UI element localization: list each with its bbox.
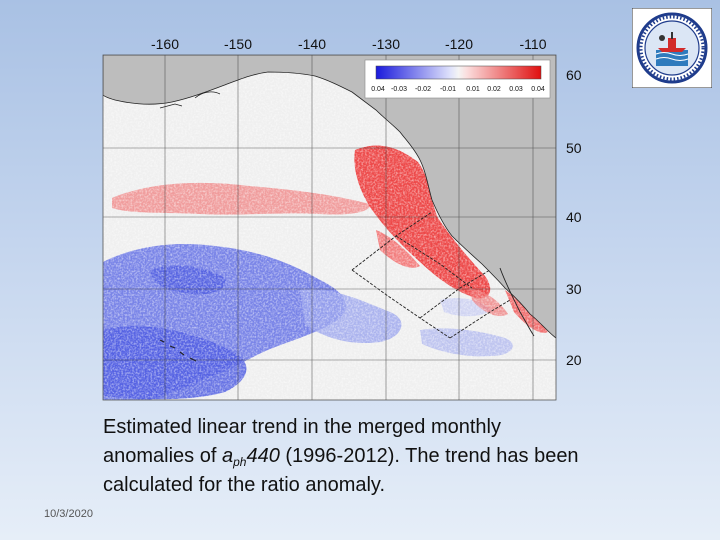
- caption-line: calculated for the ratio anomaly.: [103, 474, 386, 496]
- map-grid: [103, 55, 556, 400]
- lon-label: -120: [445, 36, 473, 52]
- hawaii-islands: [159, 339, 197, 362]
- latitude-ticks: 60 50 40 30 20: [566, 67, 582, 368]
- colorbar-label: -0.02: [415, 86, 431, 93]
- lon-label: -140: [298, 36, 326, 52]
- lon-label: -150: [224, 36, 252, 52]
- trend-map: -160 -150 -140 -130 -120 -110 60 50 40 3…: [102, 36, 582, 401]
- lon-label: -130: [372, 36, 400, 52]
- longitude-ticks: -160 -150 -140 -130 -120 -110: [151, 36, 547, 52]
- caption-symbol: aph440: [221, 445, 280, 469]
- lon-label: -160: [151, 36, 179, 52]
- colorbar: 0.04 -0.03 -0.02 -0.01 0.01 0.02 0.03 0.…: [364, 59, 551, 99]
- colorbar-label: 0.02: [487, 86, 501, 93]
- lat-label: 20: [566, 352, 582, 368]
- figure-caption: Estimated linear trend in the merged mon…: [103, 413, 663, 500]
- caption-line: Estimated linear trend in the merged mon…: [103, 416, 501, 438]
- lat-label: 60: [566, 67, 582, 83]
- colorbar-label: -0.03: [391, 86, 407, 93]
- colorbar-label: -0.01: [440, 86, 456, 93]
- colorbar-label: 0.04: [371, 86, 385, 93]
- colorbar-label: 0.03: [509, 86, 523, 93]
- caption-line: anomalies of: [103, 445, 222, 467]
- seal-logo-icon: [632, 8, 712, 88]
- colorbar-gradient: [375, 65, 542, 80]
- lon-label: -110: [520, 36, 547, 52]
- lat-label: 40: [566, 209, 582, 225]
- region-boundaries: [351, 211, 511, 339]
- colorbar-label: 0.01: [466, 86, 480, 93]
- colorbar-label: 0.04: [531, 86, 545, 93]
- slide-date: 10/3/2020: [44, 508, 93, 520]
- land-area: [103, 55, 556, 339]
- lat-label: 50: [566, 140, 582, 156]
- caption-line: (1996-2012). The trend has been: [279, 445, 579, 467]
- lat-label: 30: [566, 281, 582, 297]
